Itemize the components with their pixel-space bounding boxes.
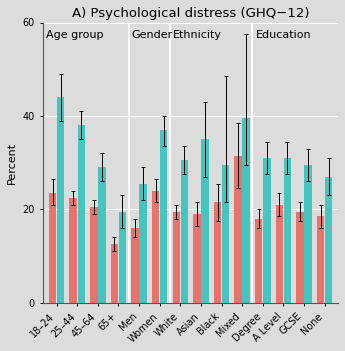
Text: Ethnicity: Ethnicity (173, 29, 222, 40)
Bar (139, 184, 147, 303)
Bar (57, 97, 64, 303)
Bar (201, 139, 209, 303)
Bar (131, 228, 139, 303)
Bar (78, 125, 85, 303)
Bar (284, 158, 291, 303)
Bar (111, 244, 118, 303)
Text: Education: Education (256, 29, 311, 40)
Bar (90, 207, 98, 303)
Bar (98, 167, 106, 303)
Bar (160, 130, 167, 303)
Text: Age group: Age group (46, 29, 104, 40)
Bar (172, 212, 180, 303)
Bar (235, 155, 242, 303)
Bar (263, 158, 270, 303)
Bar (255, 219, 263, 303)
Bar (243, 118, 250, 303)
Y-axis label: Percent: Percent (7, 141, 17, 184)
Bar (325, 177, 332, 303)
Text: Gender: Gender (132, 29, 173, 40)
Bar (296, 212, 304, 303)
Bar (276, 205, 283, 303)
Bar (49, 193, 56, 303)
Bar (193, 214, 201, 303)
Title: A) Psychological distress (GHQ−12): A) Psychological distress (GHQ−12) (72, 7, 309, 20)
Bar (304, 165, 312, 303)
Bar (119, 212, 126, 303)
Bar (181, 160, 188, 303)
Bar (152, 191, 159, 303)
Bar (214, 202, 221, 303)
Bar (317, 216, 324, 303)
Bar (69, 198, 77, 303)
Bar (222, 165, 229, 303)
